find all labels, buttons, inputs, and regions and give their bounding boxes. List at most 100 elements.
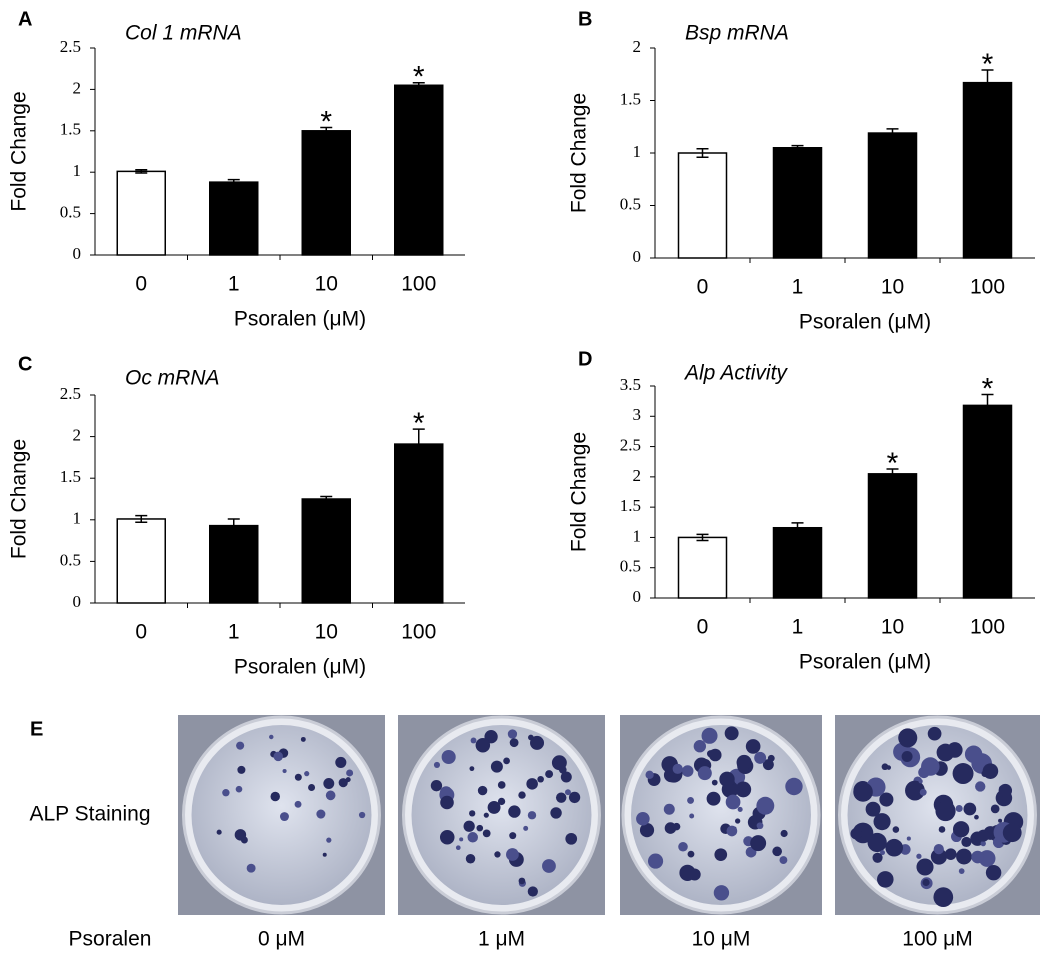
dish xyxy=(411,725,592,905)
colony xyxy=(971,850,984,864)
colony xyxy=(240,836,248,844)
colony xyxy=(944,848,957,860)
y-tick-label: 1.5 xyxy=(60,467,81,486)
colony xyxy=(998,818,1003,823)
x-tick-label: 10 xyxy=(315,621,338,644)
y-tick-label: 1 xyxy=(73,509,82,528)
colony xyxy=(455,845,461,851)
colony xyxy=(526,778,538,790)
colony xyxy=(736,754,752,771)
colony xyxy=(300,736,306,742)
colony xyxy=(482,829,491,838)
y-tick-label: 0.5 xyxy=(60,203,81,222)
y-tick-label: 2.5 xyxy=(620,435,641,454)
colony xyxy=(724,726,739,741)
colony xyxy=(636,811,650,826)
colony xyxy=(235,785,243,793)
bar xyxy=(867,473,918,599)
colony xyxy=(490,760,503,773)
colony xyxy=(935,800,956,822)
x-tick-label: 100 xyxy=(401,621,436,644)
error-bar xyxy=(981,69,994,96)
colony xyxy=(678,841,688,852)
colony xyxy=(882,814,889,822)
bar xyxy=(209,524,259,604)
x-tick-label: 0 xyxy=(135,621,147,644)
colony xyxy=(507,729,518,739)
y-tick-label: 0 xyxy=(73,244,82,263)
y-axis-label: Fold Change xyxy=(8,91,31,211)
dish xyxy=(631,725,811,905)
x-tick-label: 0 xyxy=(697,276,709,299)
colony xyxy=(750,835,767,852)
x-tick-label: 0 xyxy=(697,616,709,639)
colony xyxy=(469,766,475,772)
x-tick-label: 1 xyxy=(228,621,240,644)
colony xyxy=(497,797,506,806)
panel-letter: A xyxy=(18,8,32,30)
bar xyxy=(962,81,1013,259)
colony xyxy=(1002,823,1022,843)
colony xyxy=(933,887,954,907)
colony xyxy=(933,844,944,855)
dose-label: 100 μM xyxy=(902,928,972,951)
error-bar xyxy=(412,82,425,89)
bar xyxy=(867,132,918,259)
error-bar xyxy=(135,514,148,524)
colony xyxy=(850,827,863,840)
bar xyxy=(301,130,351,256)
colony xyxy=(762,759,774,771)
chart-title: Bsp mRNA xyxy=(685,22,789,45)
bar xyxy=(772,526,823,599)
colony xyxy=(938,826,946,833)
colony xyxy=(756,822,764,830)
colony xyxy=(952,763,974,784)
colony xyxy=(555,792,567,803)
bar xyxy=(677,536,728,599)
colony xyxy=(780,829,788,838)
y-tick-label: 1 xyxy=(73,161,82,180)
colony xyxy=(439,829,455,845)
colony xyxy=(308,784,316,792)
significance-mark: * xyxy=(982,372,994,405)
colony xyxy=(323,778,335,789)
y-tick-label: 1.5 xyxy=(60,120,81,139)
y-tick-label: 1.5 xyxy=(620,496,641,515)
colony xyxy=(465,854,476,864)
colony xyxy=(713,885,730,901)
colony xyxy=(322,852,327,857)
colony xyxy=(726,825,738,837)
colony xyxy=(963,802,977,816)
colony xyxy=(294,773,302,781)
colony xyxy=(545,770,554,778)
colony xyxy=(527,886,538,897)
colony xyxy=(294,800,302,808)
colony xyxy=(879,792,894,807)
x-axis-label: Psoralen (μM) xyxy=(799,311,931,334)
colony xyxy=(679,864,696,882)
colony xyxy=(441,749,456,765)
y-tick-label: 2.5 xyxy=(60,37,81,56)
bar xyxy=(209,181,259,256)
colony xyxy=(916,853,922,859)
colony xyxy=(711,779,718,786)
colony xyxy=(483,812,489,818)
error-bar xyxy=(227,518,240,534)
colony xyxy=(687,850,695,858)
colony xyxy=(936,743,955,762)
colony xyxy=(877,871,894,888)
colony xyxy=(280,812,289,822)
error-bar xyxy=(886,128,899,138)
error-bar xyxy=(886,468,899,480)
panel-letter: D xyxy=(578,348,592,370)
colony xyxy=(270,791,280,802)
panel-letter: E xyxy=(30,718,43,740)
x-axis-label: Psoralen (μM) xyxy=(234,656,366,679)
colony xyxy=(459,837,464,842)
colony xyxy=(470,737,477,744)
colony xyxy=(972,763,977,768)
colony xyxy=(964,745,983,763)
error-bar xyxy=(135,168,148,174)
colony xyxy=(958,825,963,831)
panel-letter: C xyxy=(18,353,32,375)
